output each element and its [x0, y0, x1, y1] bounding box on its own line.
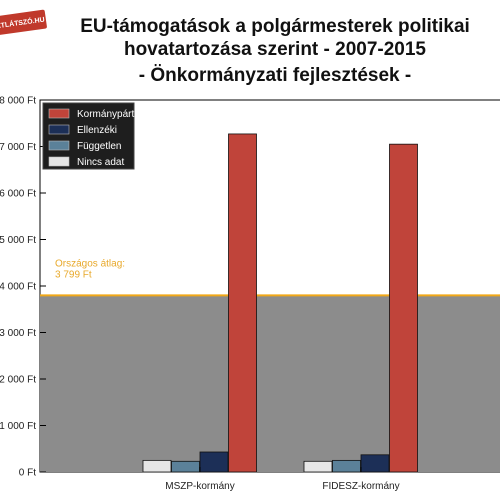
y-tick-label: 4 000 Ft	[0, 282, 36, 293]
y-tick-label: 8 000 Ft	[0, 96, 36, 107]
y-axis: 0 Ft 1 000 Ft 2 000 Ft 3 000 Ft 4 000 Ft 5 00…	[0, 96, 46, 479]
x-tick-label: FIDESZ-kormány	[322, 481, 399, 492]
legend-swatch	[48, 124, 70, 135]
bar-nincs-adat-1	[142, 459, 172, 473]
average-label-line-2: 3 799 Ft	[55, 269, 92, 280]
x-tick-label: MSZP-kormány	[165, 481, 234, 492]
y-tick-label: 6 000 Ft	[0, 189, 36, 200]
chart-title-line-2: hovatartozása szerint - 2007-2015	[124, 39, 426, 60]
bar-korm-nyp-rti-2	[389, 143, 418, 473]
legend-label: Független	[77, 141, 121, 152]
legend-swatch	[48, 156, 70, 167]
x-axis: MSZP-kormány FIDESZ-kormány	[165, 467, 400, 492]
bars	[142, 133, 418, 473]
bar-f-ggetlen-2	[332, 459, 361, 473]
bar-ellenz-ki-2	[360, 454, 390, 473]
average-label-line-1: Országos átlag:	[55, 258, 125, 269]
chart-title: EU-támogatások a polgármesterek politika…	[80, 16, 470, 86]
legend-label: Kormánypárti	[77, 109, 136, 120]
bar-f-ggetlen-1	[171, 460, 200, 473]
y-tick-label: 7 000 Ft	[0, 142, 36, 153]
chart-title-line-1: EU-támogatások a polgármesterek politika…	[80, 16, 470, 37]
brand-badge: ÁTLÁTSZÓ.HU	[0, 9, 47, 36]
legend-label: Nincs adat	[77, 157, 124, 168]
legend-swatch	[48, 140, 70, 151]
legend-swatch	[48, 108, 70, 119]
average-fill	[40, 295, 500, 472]
bar-nincs-adat-2	[303, 460, 333, 473]
legend-label: Ellenzéki	[77, 125, 117, 136]
brand-badge-background	[0, 9, 47, 36]
y-tick-label: 1 000 Ft	[0, 421, 36, 432]
y-tick-label: 2 000 Ft	[0, 375, 36, 386]
bar-ellenz-ki-1	[199, 451, 229, 473]
legend: Kormánypárti Ellenzéki Független Nincs adat	[42, 102, 136, 170]
bar-korm-nyp-rti-1	[228, 133, 257, 473]
y-tick-label: 5 000 Ft	[0, 235, 36, 246]
y-tick-label: 3 000 Ft	[0, 328, 36, 339]
y-tick-label: 0 Ft	[19, 468, 36, 479]
chart-title-line-3: - Önkormányzati fejlesztések -	[139, 65, 411, 86]
